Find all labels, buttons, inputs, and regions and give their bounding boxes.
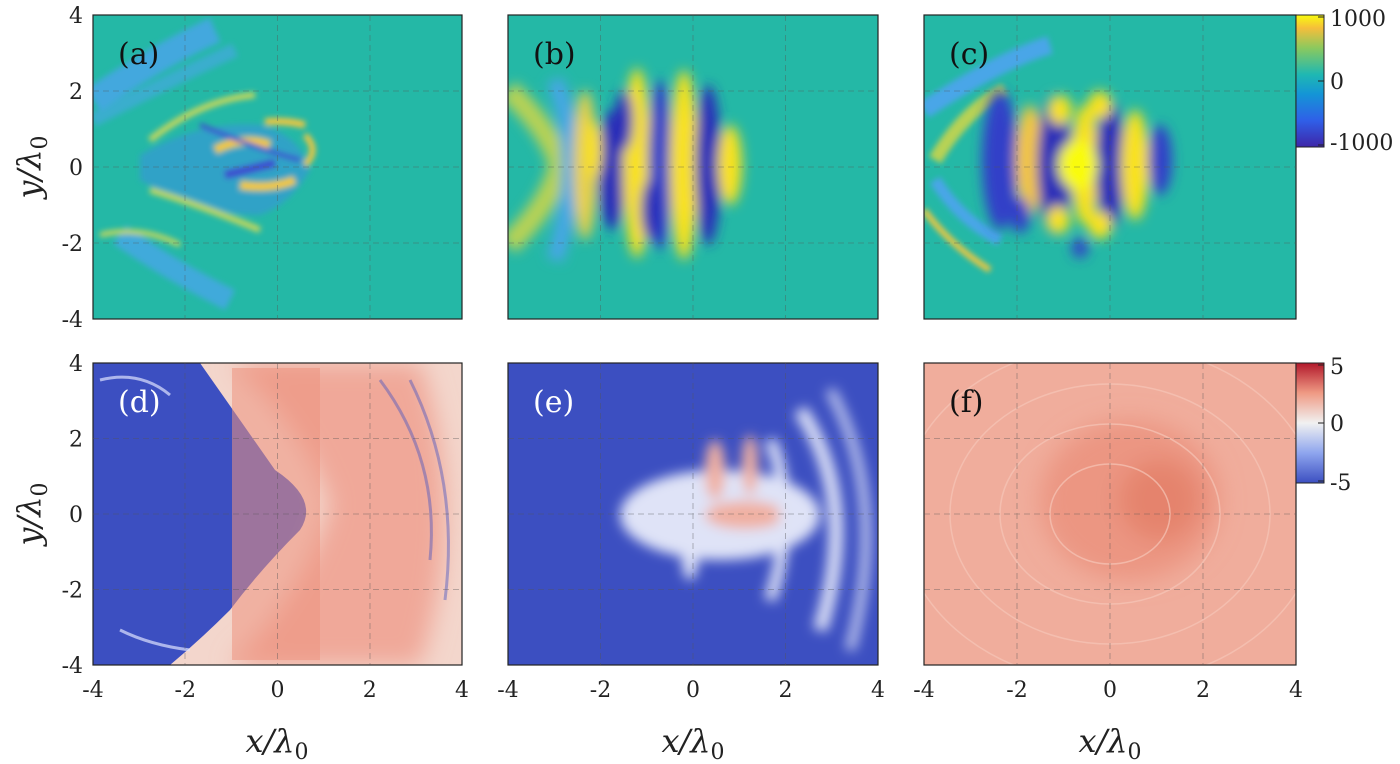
panel-e-grid (508, 363, 878, 665)
y-axis-label-top: y/λ0 (10, 135, 53, 200)
panel-f-label: (f) (949, 385, 984, 420)
x-tick-label-d: -2 (175, 678, 196, 703)
panel-c-label: (c) (949, 37, 989, 72)
panel-d-grid (93, 363, 462, 665)
panel-c-grid (924, 15, 1296, 319)
y-tick-label-a: 2 (69, 80, 83, 105)
panel-a-label: (a) (118, 37, 159, 72)
colorbar-bottom-tick-max: 5 (1330, 355, 1344, 380)
panel-f-grid (924, 363, 1296, 665)
y-tick-label-d: 2 (69, 428, 83, 453)
panel-e: (e) (507, 362, 879, 666)
panel-e-density (620, 387, 871, 652)
y-tick-label-d: 0 (69, 503, 83, 528)
colorbar-top-tick-max: 1000 (1330, 7, 1386, 32)
panel-c: (c) (923, 14, 1297, 320)
x-tick-label-d: 0 (271, 678, 285, 703)
x-tick-label-e: 0 (686, 678, 700, 703)
x-tick-label-f: 2 (1196, 678, 1210, 703)
panel-b-stripes (508, 68, 742, 263)
x-axis-label-f: x/λ0 (1078, 722, 1141, 764)
panel-f-density (1040, 420, 1220, 580)
x-tick-label-f: 4 (1289, 678, 1303, 703)
y-tick-label-a: -2 (62, 232, 83, 257)
panel-d-noise (99, 375, 450, 652)
x-tick-label-d: 2 (363, 678, 377, 703)
panel-d: (d) (92, 362, 463, 666)
colorbar-bottom-tick-zero: 0 (1330, 412, 1344, 437)
y-tick-label-d: -2 (62, 579, 83, 604)
x-tick-label-e: 4 (871, 678, 885, 703)
colorbar-bottom-tick-min: -5 (1330, 471, 1351, 496)
x-axis-label-d: x/λ0 (245, 722, 308, 764)
x-tick-label-e: 2 (779, 678, 793, 703)
x-tick-label-e: -2 (590, 678, 611, 703)
x-tick-label-f: 0 (1103, 678, 1117, 703)
colorbar-bottom: 5 0 -5 (1295, 355, 1351, 496)
y-tick-label-a: 4 (69, 4, 83, 29)
panel-d-label: (d) (118, 385, 161, 420)
y-tick-label-a: 0 (69, 156, 83, 181)
tick-labels: -4 -2 0 2 4 -4 -2 0 2 4 -4 -2 0 2 4 -4 -2 0 2 4 -4 -2 0 2 4 (62, 4, 1303, 703)
panel-b: (b) (507, 14, 879, 320)
y-tick-label-a: -4 (62, 308, 83, 333)
x-tick-label-f: -2 (1006, 678, 1027, 703)
x-tick-label-f: -4 (913, 678, 934, 703)
colorbar-top-tick-min: -1000 (1330, 131, 1393, 156)
panel-a-structures (93, 18, 316, 310)
colorbar-top: 1000 0 -1000 (1295, 7, 1393, 156)
panel-e-field (620, 387, 871, 652)
y-tick-label-d: -4 (62, 654, 83, 679)
panel-e-label: (e) (533, 385, 574, 420)
panel-b-grid (508, 15, 878, 319)
panel-b-label: (b) (533, 37, 576, 72)
y-tick-label-d: 4 (69, 352, 83, 377)
x-axis-label-e: x/λ0 (661, 722, 724, 764)
x-tick-label-d: -4 (82, 678, 103, 703)
x-tick-label-e: -4 (497, 678, 518, 703)
panel-a-grid (93, 15, 462, 319)
panel-a: (a) (92, 14, 463, 320)
y-axis-label-bottom: y/λ0 (10, 482, 53, 547)
panel-b-field (508, 68, 742, 263)
colorbar-top-tick-zero: 0 (1330, 70, 1344, 95)
panel-f: (f) (923, 362, 1297, 666)
x-tick-label-d: 4 (455, 678, 469, 703)
panel-a-field (93, 18, 316, 310)
